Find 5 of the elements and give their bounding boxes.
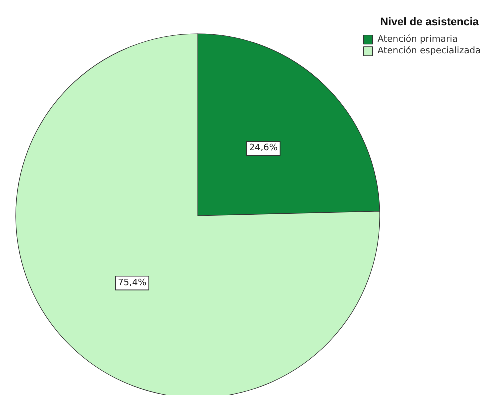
data-label: 24,6% [249, 144, 278, 154]
data-label: 75,4% [118, 278, 148, 288]
legend-label: Atención primaria [378, 34, 458, 45]
legend-title: Nivel de asistencia [380, 16, 480, 28]
legend-label: Atención especializada [378, 45, 482, 56]
